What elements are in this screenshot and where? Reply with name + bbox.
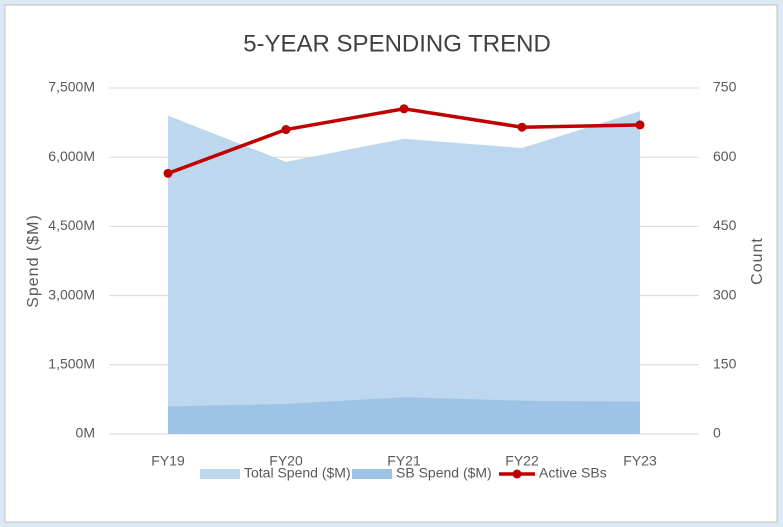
y-tick-label: 3,000M [48, 286, 95, 302]
legend-swatch-marker [512, 469, 522, 479]
y-tick-label: 4,500M [48, 217, 95, 233]
y-axis-label: Spend ($M) [25, 214, 42, 308]
area [168, 111, 640, 435]
legend-label: SB Spend ($M) [396, 465, 492, 481]
x-tick-label: FY22 [505, 453, 539, 469]
x-tick-label: FY20 [269, 453, 303, 469]
y2-tick-label: 450 [713, 217, 737, 233]
legend-label: Active SBs [539, 465, 607, 481]
area [168, 397, 640, 434]
y2-tick-label: 150 [713, 356, 737, 372]
legend-label: Total Spend ($M) [244, 465, 351, 481]
y-tick-label: 7,500M [48, 79, 95, 95]
x-tick-label: FY21 [387, 453, 421, 469]
chart-title: 5-YEAR SPENDING TREND [243, 30, 551, 57]
y2-tick-label: 750 [713, 79, 737, 95]
y-tick-label: 6,000M [48, 148, 95, 164]
y2-tick-label: 600 [713, 148, 737, 164]
y-tick-label: 0M [76, 425, 95, 441]
y2-tick-label: 300 [713, 286, 737, 302]
line-marker [281, 125, 291, 135]
y2-axis-label: Count [749, 237, 766, 285]
line-marker [517, 122, 527, 132]
y2-tick-label: 0 [713, 425, 721, 441]
x-tick-label: FY19 [151, 453, 185, 469]
line-marker [635, 120, 645, 130]
line-marker [399, 104, 409, 114]
line-marker [163, 168, 173, 178]
x-tick-label: FY23 [623, 453, 657, 469]
y-tick-label: 1,500M [48, 356, 95, 372]
legend-swatch [352, 469, 392, 479]
legend-swatch [200, 469, 240, 479]
